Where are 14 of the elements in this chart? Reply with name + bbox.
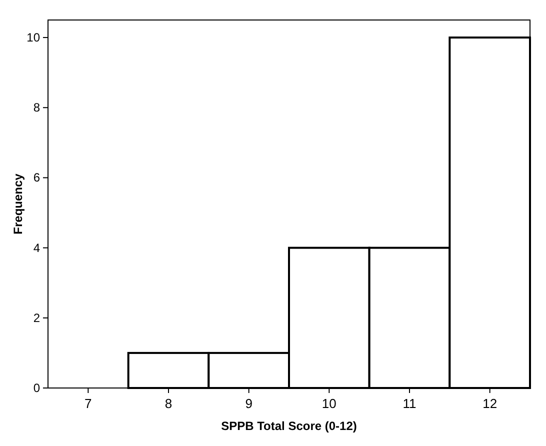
y-tick-label: 10 <box>26 30 40 45</box>
y-tick-label: 4 <box>33 240 40 255</box>
x-tick-label: 12 <box>482 396 498 411</box>
x-tick-label: 10 <box>322 396 336 411</box>
y-tick-label: 0 <box>33 381 40 395</box>
x-tick-label: 11 <box>402 396 416 411</box>
y-tick-label: 2 <box>33 310 40 325</box>
y-axis-title: Frequency <box>11 173 25 234</box>
y-tick-label: 8 <box>33 100 40 115</box>
x-tick-label: 7 <box>84 396 92 411</box>
x-axis-title: SPPB Total Score (0-12) <box>221 419 357 433</box>
x-tick-label: 9 <box>245 396 252 411</box>
y-tick-label: 6 <box>33 170 40 185</box>
x-tick-label: 8 <box>164 396 172 411</box>
